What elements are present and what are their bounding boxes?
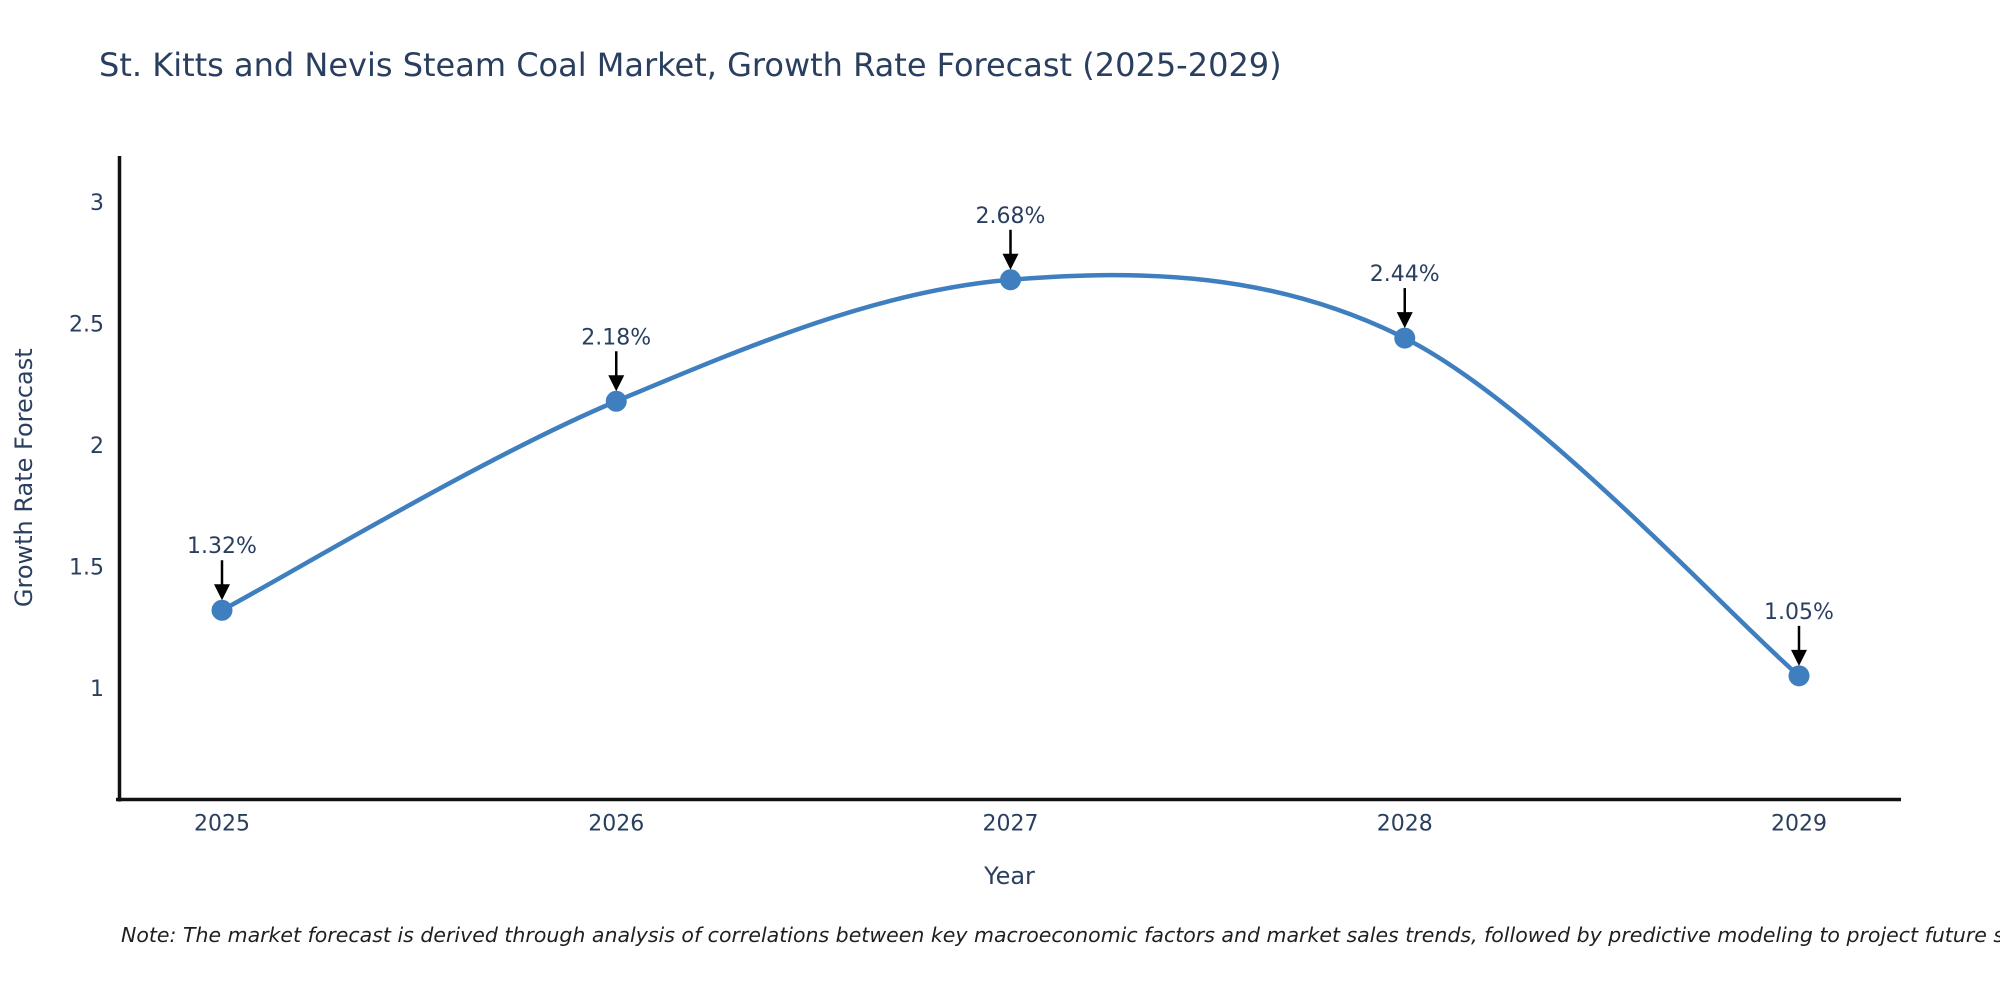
- y-tick-label: 1.5: [69, 556, 104, 581]
- forecast-line: [219, 272, 1802, 679]
- chart-title: St. Kitts and Nevis Steam Coal Market, G…: [99, 46, 1282, 84]
- annotation-arrowhead: [1396, 312, 1413, 329]
- data-point-label: 1.05%: [1764, 600, 1834, 625]
- data-point-label: 2.68%: [976, 204, 1046, 229]
- data-point: [1394, 327, 1416, 349]
- data-point: [1000, 269, 1021, 291]
- annotation-arrowhead: [1002, 253, 1019, 270]
- footnote-text: Note: The market forecast is derived thr…: [121, 923, 2000, 947]
- data-point: [1788, 665, 1810, 687]
- data-point: [605, 390, 627, 412]
- x-tick-label: 2029: [1771, 812, 1827, 837]
- x-tick-label: 2028: [1377, 812, 1433, 837]
- y-tick-label: 2: [90, 434, 104, 459]
- x-tick-label: 2025: [194, 812, 250, 837]
- x-tick-label: 2026: [588, 812, 644, 837]
- x-tick-label: 2027: [983, 812, 1039, 837]
- data-point-label: 1.32%: [187, 534, 257, 559]
- x-axis-title: Year: [983, 862, 1035, 890]
- annotation-arrowhead: [1791, 649, 1807, 666]
- data-point: [211, 599, 233, 621]
- annotation-arrowhead: [214, 584, 230, 601]
- annotation-arrowhead: [608, 375, 625, 392]
- y-tick-label: 3: [90, 191, 104, 216]
- y-tick-label: 1: [90, 677, 104, 702]
- y-tick-label: 2.5: [69, 313, 104, 338]
- data-point-label: 2.18%: [581, 325, 651, 350]
- data-point-label: 2.44%: [1370, 262, 1440, 287]
- y-axis-title: Growth Rate Forecast: [10, 348, 38, 607]
